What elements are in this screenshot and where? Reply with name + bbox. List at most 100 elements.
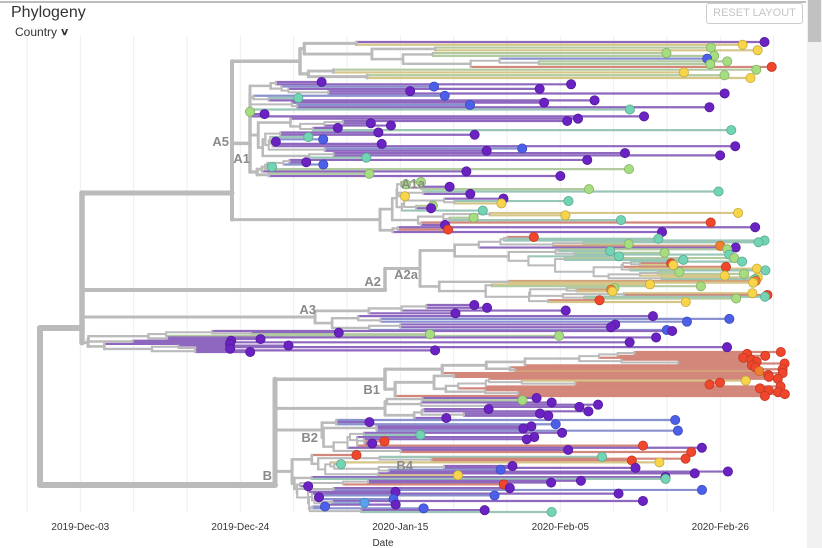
tip[interactable] — [645, 279, 656, 290]
tip[interactable] — [283, 340, 294, 351]
tip[interactable] — [759, 291, 770, 302]
tip[interactable] — [400, 179, 411, 190]
tip[interactable] — [465, 188, 476, 199]
tip[interactable] — [607, 286, 618, 297]
tip[interactable] — [303, 132, 314, 143]
tip[interactable] — [293, 93, 304, 104]
tip[interactable] — [616, 215, 627, 226]
tip[interactable] — [504, 483, 515, 494]
tip[interactable] — [415, 176, 426, 187]
tip[interactable] — [495, 464, 506, 475]
tip[interactable] — [441, 412, 452, 423]
tip[interactable] — [270, 136, 281, 147]
tip[interactable] — [668, 260, 679, 271]
tip[interactable] — [303, 481, 314, 492]
tip[interactable] — [225, 343, 236, 354]
tip[interactable] — [740, 375, 751, 386]
tip[interactable] — [667, 325, 678, 336]
tip[interactable] — [722, 466, 733, 477]
tip[interactable] — [623, 239, 634, 250]
tip[interactable] — [318, 134, 329, 145]
tip[interactable] — [385, 120, 396, 131]
tip[interactable] — [450, 308, 461, 319]
tip[interactable] — [430, 345, 441, 356]
tip[interactable] — [739, 268, 750, 279]
tip[interactable] — [482, 302, 493, 313]
tip[interactable] — [661, 48, 672, 59]
tip[interactable] — [521, 434, 532, 445]
tip[interactable] — [613, 488, 624, 499]
tip[interactable] — [737, 39, 748, 50]
scrollbar-thumb[interactable] — [808, 0, 821, 42]
tip[interactable] — [613, 251, 624, 262]
tip[interactable] — [745, 73, 756, 84]
tip[interactable] — [722, 56, 733, 67]
tip[interactable] — [730, 141, 741, 152]
tip[interactable] — [555, 170, 566, 181]
tip[interactable] — [546, 506, 557, 517]
tip[interactable] — [364, 417, 375, 428]
tip[interactable] — [477, 205, 488, 216]
tip[interactable] — [575, 475, 586, 486]
tip[interactable] — [752, 45, 763, 56]
tip[interactable] — [415, 429, 426, 440]
tip[interactable] — [469, 299, 480, 310]
tip[interactable] — [681, 316, 692, 327]
tip[interactable] — [733, 207, 744, 218]
tip[interactable] — [660, 473, 671, 484]
tip[interactable] — [429, 81, 440, 92]
tip[interactable] — [724, 313, 735, 324]
tip[interactable] — [759, 37, 770, 48]
tip[interactable] — [245, 346, 256, 357]
tip[interactable] — [630, 462, 641, 473]
tip[interactable] — [562, 115, 573, 126]
tip[interactable] — [750, 222, 761, 233]
tip[interactable] — [597, 451, 608, 462]
tip[interactable] — [753, 237, 764, 248]
tip[interactable] — [678, 67, 689, 78]
tip[interactable] — [637, 440, 648, 451]
tip[interactable] — [359, 497, 370, 508]
tip[interactable] — [651, 332, 662, 343]
tip[interactable] — [654, 457, 665, 468]
tip[interactable] — [469, 129, 480, 140]
tip[interactable] — [557, 427, 568, 438]
tip[interactable] — [496, 198, 507, 209]
tip[interactable] — [560, 210, 571, 221]
tip[interactable] — [574, 401, 585, 412]
tip[interactable] — [624, 164, 635, 175]
tip[interactable] — [399, 191, 410, 202]
tip[interactable] — [766, 61, 777, 72]
tip[interactable] — [594, 295, 605, 306]
tip[interactable] — [507, 461, 518, 472]
tip[interactable] — [714, 377, 725, 388]
tip[interactable] — [619, 148, 630, 159]
tip[interactable] — [719, 88, 730, 99]
tip[interactable] — [332, 122, 343, 133]
tip[interactable] — [365, 118, 376, 129]
tip[interactable] — [376, 138, 387, 149]
tip[interactable] — [483, 404, 494, 415]
tip[interactable] — [672, 425, 683, 436]
tip[interactable] — [479, 505, 490, 516]
tip[interactable] — [751, 263, 762, 274]
tip[interactable] — [704, 102, 715, 113]
tip[interactable] — [705, 217, 716, 228]
tip[interactable] — [481, 145, 492, 156]
tip[interactable] — [674, 267, 685, 278]
tip[interactable] — [373, 127, 384, 138]
tip[interactable] — [680, 296, 691, 307]
tip[interactable] — [659, 247, 670, 258]
scrollbar-track[interactable] — [807, 0, 822, 548]
tip[interactable] — [606, 322, 617, 333]
tip[interactable] — [748, 277, 759, 288]
tip[interactable] — [424, 329, 435, 340]
tip[interactable] — [593, 399, 604, 410]
tip[interactable] — [452, 470, 463, 481]
tip[interactable] — [546, 477, 557, 488]
tip[interactable] — [754, 366, 765, 377]
tip[interactable] — [639, 111, 650, 122]
tip[interactable] — [605, 246, 616, 257]
tip[interactable] — [775, 346, 786, 357]
tip[interactable] — [319, 501, 330, 512]
